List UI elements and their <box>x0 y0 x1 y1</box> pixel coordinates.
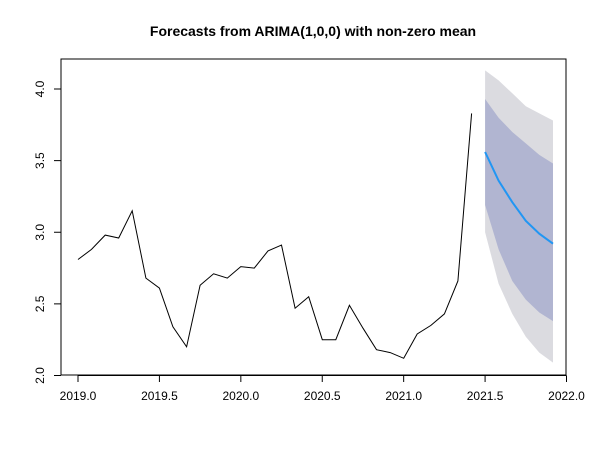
y-tick-label: 4.0 <box>33 80 47 97</box>
forecast-mean-series <box>484 151 554 245</box>
x-tick-label: 2021.0 <box>385 389 422 403</box>
forecast-mean-line <box>484 151 554 245</box>
x-tick-label: 2020.5 <box>304 389 341 403</box>
y-tick-label: 2.5 <box>33 295 47 312</box>
y-axis: 2.0 2.5 3.0 3.5 4.0 <box>33 80 62 384</box>
x-tick-label: 2022.0 <box>548 389 585 403</box>
observed-line <box>77 113 473 359</box>
y-tick-label: 3.0 <box>33 224 47 241</box>
x-axis: 2019.0 2019.5 2020.0 2020.5 2021.0 2021.5 2022… <box>60 375 585 403</box>
chart-title: Forecasts from ARIMA(1,0,0) with non-zer… <box>150 23 476 39</box>
x-tick-label: 2019.5 <box>141 389 178 403</box>
x-tick-label: 2021.5 <box>467 389 504 403</box>
y-tick-label: 2.0 <box>33 367 47 384</box>
x-tick-label: 2019.0 <box>60 389 97 403</box>
y-tick-label: 3.5 <box>33 152 47 169</box>
observed-series <box>77 113 473 359</box>
x-tick-label: 2020.0 <box>222 389 259 403</box>
